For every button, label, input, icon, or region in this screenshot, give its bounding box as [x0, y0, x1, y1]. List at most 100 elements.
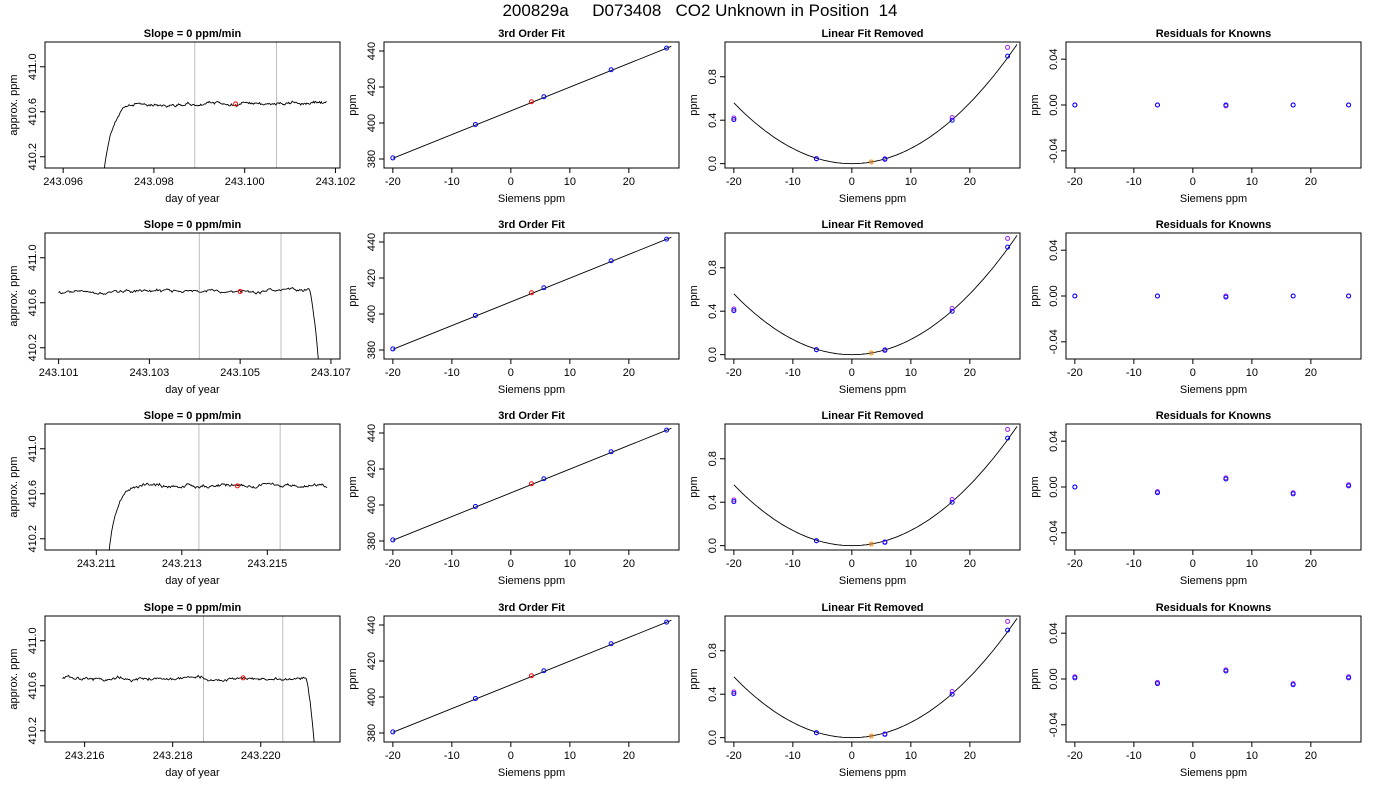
x-tick-label: 0 — [1190, 367, 1196, 379]
known-point — [949, 691, 955, 697]
known-point — [882, 347, 888, 353]
y-axis-label: ppm — [347, 668, 359, 689]
plot-frame — [383, 232, 680, 360]
y-axis-label: ppm — [1029, 476, 1041, 497]
y-tick-label: 400 — [366, 114, 378, 132]
known-point — [1346, 293, 1352, 299]
x-tick-label: 243.102 — [316, 176, 356, 188]
known-point — [541, 285, 547, 291]
known-point-alt — [731, 115, 737, 121]
y-tick-label: -0.04 — [1048, 138, 1060, 163]
known-point — [390, 729, 396, 735]
x-tick-label: -20 — [385, 750, 401, 762]
y-tick-label: 411.0 — [27, 53, 39, 80]
x-tick-label: 10 — [564, 367, 576, 379]
x-tick-label: -10 — [444, 176, 460, 188]
unknown-point — [868, 733, 874, 739]
x-axis-label: Siemens ppm — [498, 767, 565, 779]
unknown-marker — [233, 101, 239, 107]
x-tick-label: -20 — [726, 558, 742, 570]
unknown-point — [529, 99, 534, 105]
known-point — [1223, 668, 1229, 674]
known-point — [608, 449, 614, 455]
y-tick-label: 0.4 — [707, 495, 719, 510]
measurement-trace — [103, 100, 327, 168]
y-tick-label: 0.04 — [1048, 622, 1060, 643]
known-point — [1005, 435, 1011, 441]
plot-title: 3rd Order Fit — [498, 219, 565, 231]
known-point — [1290, 293, 1296, 299]
x-axis-label: Siemens ppm — [839, 575, 906, 587]
x-axis-label: Siemens ppm — [1180, 575, 1247, 587]
x-tick-label: 243.211 — [77, 558, 116, 570]
x-tick-label: 0 — [849, 367, 855, 379]
known-point — [1346, 102, 1352, 108]
known-point — [1005, 53, 1011, 59]
plot-frame — [44, 41, 341, 169]
known-point — [1223, 102, 1229, 108]
plot-frame — [44, 615, 341, 743]
known-point — [390, 346, 396, 352]
known-point — [949, 308, 955, 314]
x-axis-label: Siemens ppm — [498, 575, 565, 587]
x-tick-label: -20 — [385, 367, 401, 379]
fit-curve — [733, 44, 1018, 165]
y-tick-label: 0.0 — [707, 730, 719, 745]
x-tick-label: 243.107 — [311, 367, 351, 379]
y-tick-label: 410.6 — [27, 480, 39, 508]
known-point-alt — [731, 689, 737, 695]
y-tick-label: 0.00 — [1048, 476, 1060, 497]
known-point — [731, 691, 737, 697]
y-axis-label: ppm — [347, 94, 359, 115]
y-tick-label: 420 — [366, 78, 378, 96]
y-tick-label: 410.2 — [27, 334, 39, 362]
unknown-point — [529, 481, 534, 487]
plot-title: Slope = 0 ppm/min — [144, 410, 242, 422]
x-tick-label: 10 — [564, 558, 576, 570]
x-tick-label: 0 — [1190, 558, 1196, 570]
x-tick-label: 0 — [1190, 176, 1196, 188]
x-tick-label: 20 — [964, 367, 976, 379]
known-point — [472, 121, 478, 127]
y-axis-label: ppm — [688, 285, 700, 306]
known-point — [541, 668, 547, 674]
fit-curve — [733, 618, 1018, 739]
known-point — [1346, 483, 1352, 489]
known-point-alt — [1005, 426, 1011, 432]
y-axis-label: ppm — [688, 668, 700, 689]
plot-title: 3rd Order Fit — [498, 410, 565, 422]
y-tick-label: 420 — [366, 269, 378, 287]
y-tick-label: 410.6 — [27, 289, 39, 317]
y-tick-label: 420 — [366, 460, 378, 478]
plot-frame — [724, 423, 1021, 551]
fit-line — [392, 45, 672, 159]
x-tick-label: -20 — [726, 750, 742, 762]
known-point — [664, 45, 670, 51]
y-tick-label: 0.0 — [707, 538, 719, 553]
y-tick-label: 440 — [366, 233, 378, 251]
unknown-marker — [240, 675, 246, 681]
y-tick-label: 420 — [366, 652, 378, 670]
known-point-alt — [731, 497, 737, 503]
plot-title: Linear Fit Removed — [821, 602, 923, 614]
x-tick-label: -10 — [444, 750, 460, 762]
panel-2-0: Slope = 0 ppm/min 243.211 243.213 243.215 41… — [8, 410, 341, 587]
known-point — [664, 619, 670, 625]
known-point-alt — [1005, 618, 1011, 624]
page-title: 200829a D073408 CO2 Unknown in Position … — [502, 1, 898, 20]
panel-1-1: 3rd Order Fit -20 -10 0 10 20 380 400 420 440 Siem… — [347, 219, 680, 396]
y-tick-label: 380 — [366, 532, 378, 550]
y-tick-label: 0.00 — [1048, 94, 1060, 115]
y-tick-label: 400 — [366, 305, 378, 323]
known-point-alt — [1005, 44, 1011, 50]
unknown-point — [529, 673, 534, 679]
plot-area — [731, 426, 1018, 547]
x-tick-label: -20 — [1067, 750, 1083, 762]
known-point — [1072, 484, 1078, 490]
y-tick-label: 0.04 — [1048, 239, 1060, 260]
known-point-alt — [949, 688, 955, 694]
y-tick-label: 0.4 — [707, 687, 719, 702]
panel-1-0: Slope = 0 ppm/min 243.101 243.103 243.105 24… — [8, 219, 351, 396]
plot-area — [1072, 102, 1352, 109]
x-tick-label: 20 — [1305, 558, 1317, 570]
